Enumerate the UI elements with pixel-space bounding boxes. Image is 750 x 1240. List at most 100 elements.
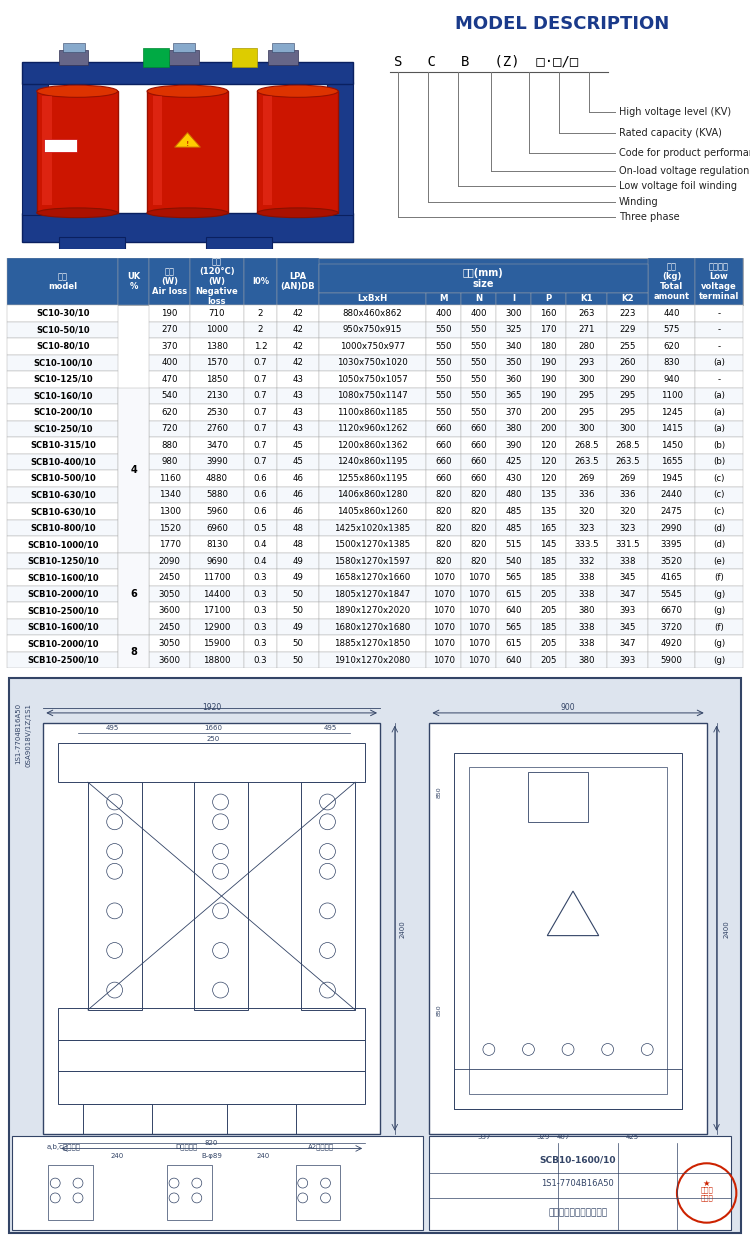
Text: 393: 393: [620, 656, 636, 665]
Bar: [149, 536, 190, 553]
Text: (e): (e): [713, 557, 725, 565]
Bar: [531, 603, 566, 619]
Text: Three phase: Three phase: [619, 212, 680, 222]
Text: SCB10-1600/10: SCB10-1600/10: [540, 1156, 616, 1164]
Bar: [278, 339, 319, 355]
Text: SCB10-2000/10: SCB10-2000/10: [27, 639, 99, 649]
Bar: [426, 321, 461, 339]
Text: 负损
(120°C)
(W)
Negative
loss: 负损 (120°C) (W) Negative loss: [196, 257, 238, 306]
Text: 0.5: 0.5: [254, 523, 267, 532]
Bar: [226, 1104, 296, 1133]
Bar: [566, 520, 607, 536]
Text: 290: 290: [620, 374, 636, 384]
Text: SCB10-800/10: SCB10-800/10: [30, 523, 96, 532]
Text: 850: 850: [436, 1004, 442, 1016]
Bar: [648, 355, 695, 371]
Text: 331.5: 331.5: [615, 541, 640, 549]
Bar: [190, 553, 244, 569]
Bar: [461, 293, 496, 305]
Text: 205: 205: [540, 589, 556, 599]
Bar: [8, 388, 118, 404]
Bar: [648, 569, 695, 585]
Text: Rated capacity (KVA): Rated capacity (KVA): [619, 128, 722, 138]
Text: 3600: 3600: [159, 656, 181, 665]
Text: 370: 370: [161, 342, 178, 351]
Text: 0.3: 0.3: [254, 573, 267, 582]
Bar: [319, 454, 426, 470]
Bar: [607, 339, 648, 355]
Bar: [190, 404, 244, 420]
Bar: [244, 470, 278, 487]
Bar: [149, 652, 190, 668]
Bar: [695, 404, 742, 420]
Bar: [319, 487, 426, 503]
Bar: [648, 487, 695, 503]
Bar: [244, 454, 278, 470]
Text: 263.5: 263.5: [615, 458, 640, 466]
Text: 120: 120: [540, 441, 556, 450]
Bar: [648, 305, 695, 321]
Bar: [426, 420, 461, 438]
Text: 440: 440: [664, 309, 680, 317]
Text: 15900: 15900: [203, 639, 230, 649]
Text: LxBxH: LxBxH: [357, 294, 388, 304]
Bar: [244, 355, 278, 371]
Bar: [607, 293, 648, 305]
Text: 2: 2: [258, 309, 263, 317]
Bar: [607, 619, 648, 635]
Bar: [695, 520, 742, 536]
Bar: [426, 553, 461, 569]
Text: 190: 190: [161, 309, 178, 317]
Text: 0.4: 0.4: [254, 541, 267, 549]
Bar: [695, 603, 742, 619]
Bar: [244, 371, 278, 388]
Bar: [607, 470, 648, 487]
Text: 229: 229: [620, 325, 636, 335]
Bar: [278, 585, 319, 603]
Bar: [566, 339, 607, 355]
Bar: [319, 520, 426, 536]
Bar: [566, 536, 607, 553]
Text: 1655: 1655: [661, 458, 682, 466]
Text: 940: 940: [664, 374, 680, 384]
Bar: [496, 371, 531, 388]
Bar: [8, 553, 118, 569]
Ellipse shape: [257, 208, 338, 218]
Text: SCB10-2500/10: SCB10-2500/10: [27, 606, 99, 615]
Bar: [607, 603, 648, 619]
Bar: [426, 603, 461, 619]
Text: 2450: 2450: [159, 622, 181, 631]
Bar: [566, 388, 607, 404]
Text: 190: 190: [540, 374, 556, 384]
Bar: [426, 536, 461, 553]
Bar: [607, 569, 648, 585]
Text: 1450: 1450: [661, 441, 682, 450]
Text: (f): (f): [714, 573, 724, 582]
Text: 165: 165: [540, 523, 556, 532]
Text: 1580x1270x1597: 1580x1270x1597: [334, 557, 410, 565]
Bar: [531, 355, 566, 371]
Bar: [648, 339, 695, 355]
Bar: [167, 1166, 211, 1220]
Text: 2760: 2760: [206, 424, 228, 434]
Bar: [607, 404, 648, 420]
Bar: [319, 339, 426, 355]
Bar: [319, 293, 426, 305]
Text: 46: 46: [292, 507, 304, 516]
Text: 1200x860x1362: 1200x860x1362: [337, 441, 408, 450]
Text: 4920: 4920: [661, 639, 682, 649]
Bar: [566, 355, 607, 371]
Text: SCB10-315/10: SCB10-315/10: [30, 441, 96, 450]
Text: K1: K1: [580, 294, 592, 304]
Text: 820: 820: [470, 491, 487, 500]
Text: S   C   B   (Z)  □·□/□: S C B (Z) □·□/□: [394, 55, 578, 68]
Text: LPA
(AN)DB: LPA (AN)DB: [280, 272, 315, 291]
Bar: [426, 388, 461, 404]
Text: 3720: 3720: [661, 622, 682, 631]
Bar: [607, 503, 648, 520]
Text: 2130: 2130: [206, 392, 228, 401]
Bar: [607, 553, 648, 569]
Text: 170: 170: [540, 325, 556, 335]
Bar: [607, 321, 648, 339]
Text: 1070: 1070: [468, 589, 490, 599]
